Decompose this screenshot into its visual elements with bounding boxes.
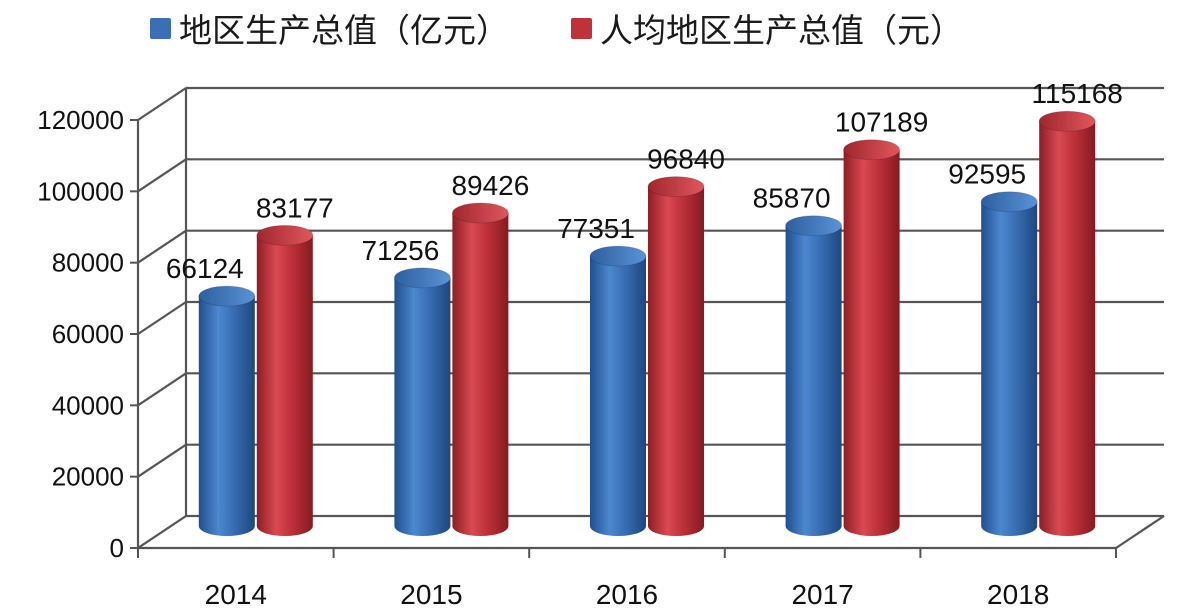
data-label: 115168 <box>1032 78 1123 109</box>
bar-gdp <box>393 267 451 536</box>
gridline-diagonal <box>137 515 187 549</box>
bar-body <box>785 225 842 536</box>
y-tick-label: 100000 <box>37 176 124 206</box>
gridline-diagonal <box>137 443 187 478</box>
data-label: 77351 <box>557 213 635 244</box>
y-tick-label: 40000 <box>52 390 124 420</box>
bar-body <box>981 201 1038 536</box>
y-tick-label: 80000 <box>52 248 124 278</box>
bar-body <box>452 213 509 536</box>
bar-body <box>843 149 900 536</box>
bar-gdp <box>980 191 1038 536</box>
data-label: 83177 <box>256 192 334 223</box>
bar-per-capita-gdp <box>1038 110 1096 536</box>
bar-top <box>393 267 451 289</box>
bar-per-capita-gdp <box>647 176 705 536</box>
bar-top <box>980 191 1038 213</box>
floor-right-edge <box>1115 515 1165 549</box>
y-tick-label: 20000 <box>52 462 124 492</box>
bar-top <box>198 285 256 307</box>
bar-body <box>198 296 255 536</box>
legend-item-series-1: 地区生产总值（亿元） <box>150 4 509 52</box>
legend-item-series-2: 人均地区生产总值（元） <box>571 4 963 52</box>
bar-top <box>256 224 314 246</box>
data-label: 107189 <box>835 107 928 138</box>
data-label: 85870 <box>753 183 831 214</box>
legend-label-series-1: 地区生产总值（亿元） <box>179 11 509 50</box>
x-tick-label: 2018 <box>987 579 1049 610</box>
data-label: 89426 <box>451 170 529 201</box>
data-label: 66124 <box>166 253 244 284</box>
x-tick-label: 2016 <box>596 579 658 610</box>
bar-gdp <box>785 215 843 536</box>
gridline-diagonal <box>137 229 187 264</box>
gridline-diagonal <box>137 372 187 407</box>
value-labels: 66124 83177 71256 89426 77351 96840 85870 10718… <box>166 78 1123 284</box>
legend: 地区生产总值（亿元） 人均地区生产总值（元） <box>150 4 1025 52</box>
bar-top <box>647 176 705 198</box>
bar-body <box>648 186 704 536</box>
bar-per-capita-gdp <box>256 224 314 536</box>
y-tick-label: 0 <box>110 533 124 563</box>
y-tick-label: 60000 <box>52 319 124 349</box>
bars <box>198 110 1096 536</box>
legend-swatch-series-2 <box>571 17 592 39</box>
bar-body <box>256 235 313 536</box>
data-label: 71256 <box>361 235 439 266</box>
bar-top <box>785 215 843 237</box>
bar-body <box>394 277 451 536</box>
bar-body <box>1039 121 1096 536</box>
bar-top <box>1038 110 1096 132</box>
x-tick-label: 2017 <box>791 579 853 610</box>
data-label: 96840 <box>647 144 725 175</box>
gridline-diagonal <box>137 87 187 121</box>
gridline-diagonal <box>137 301 187 335</box>
gridline-diagonal <box>137 158 187 193</box>
bar-top <box>843 139 901 161</box>
data-label: 92595 <box>948 159 1026 190</box>
bar-per-capita-gdp <box>451 202 509 536</box>
bar-per-capita-gdp <box>843 139 901 536</box>
y-tick-label: 120000 <box>37 105 124 135</box>
legend-label-series-2: 人均地区生产总值（元） <box>600 11 963 50</box>
x-tick-label: 2015 <box>400 579 462 610</box>
axes: 0 20000 40000 60000 80000 100000 120000 2014 201… <box>37 88 1165 610</box>
legend-swatch-series-1 <box>150 17 171 39</box>
bar-gdp <box>198 285 256 536</box>
bar-gdp <box>589 245 647 536</box>
bar-top <box>451 202 509 224</box>
bar-body <box>590 256 646 536</box>
bar-top <box>589 245 647 267</box>
x-tick-label: 2014 <box>205 579 267 610</box>
